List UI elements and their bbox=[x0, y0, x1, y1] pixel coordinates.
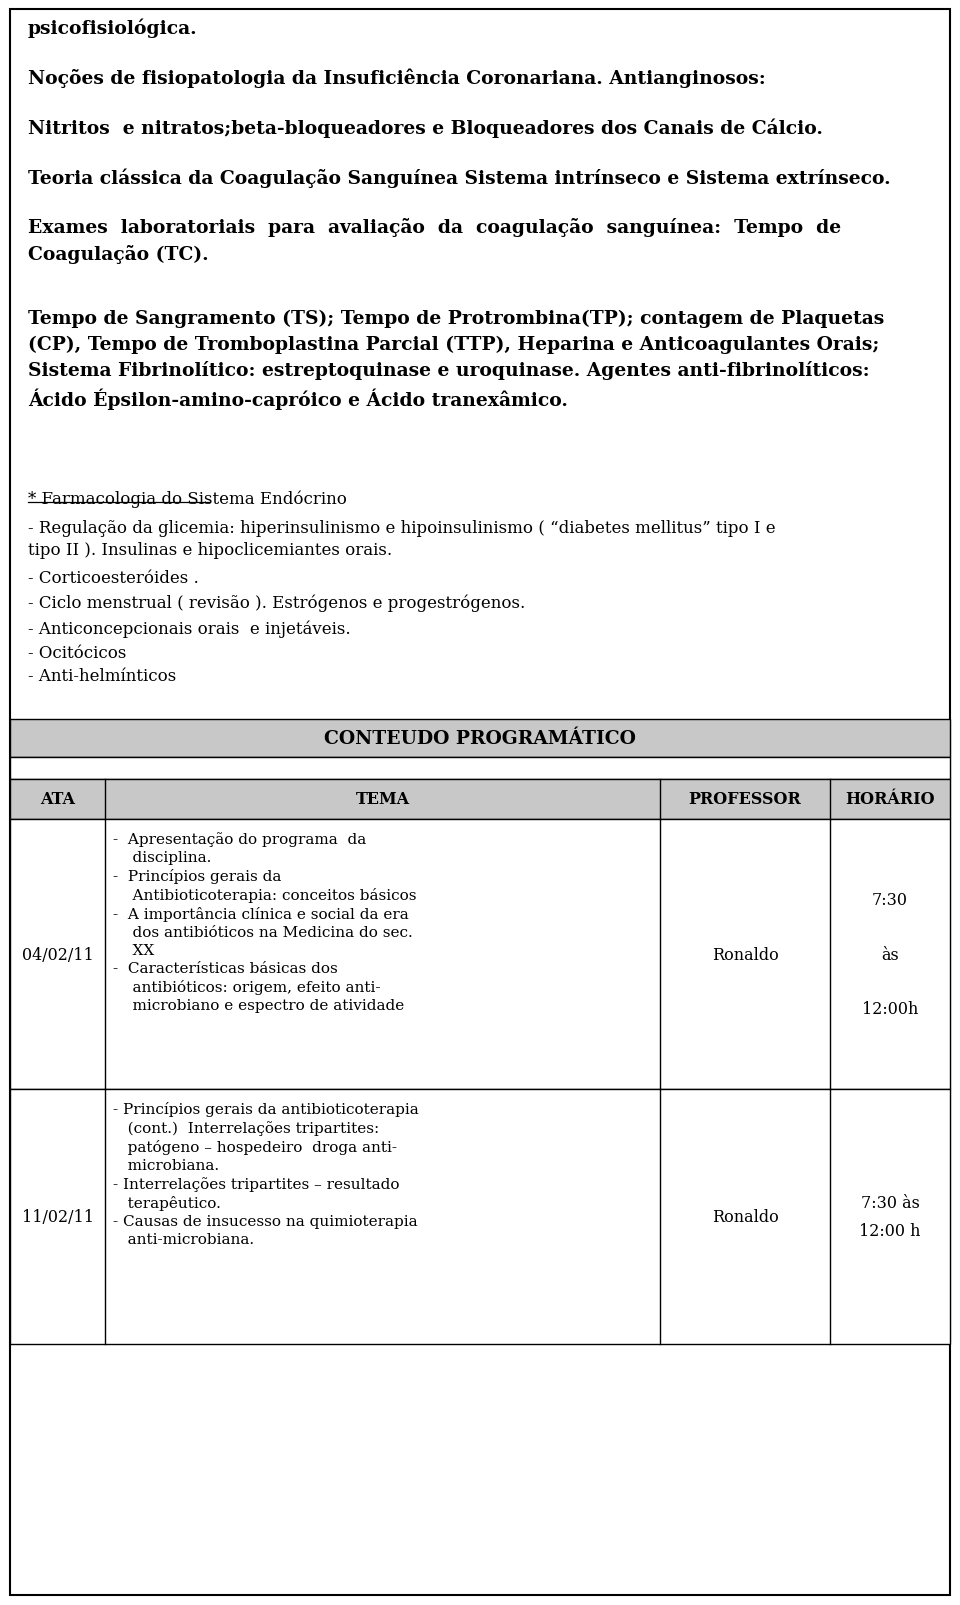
Text: - Princípios gerais da antibioticoterapia
   (cont.)  Interrelações tripartites:: - Princípios gerais da antibioticoterapi… bbox=[113, 1101, 419, 1245]
Bar bbox=[10, 1090, 950, 1343]
Text: Nitritos  e nitratos;beta-bloqueadores e Bloqueadores dos Canais de Cálcio.: Nitritos e nitratos;beta-bloqueadores e … bbox=[28, 117, 823, 138]
Text: PROFESSOR: PROFESSOR bbox=[688, 791, 802, 807]
Text: -  Apresentação do programa  da
    disciplina.
-  Princípios gerais da
    Anti: - Apresentação do programa da disciplina… bbox=[113, 831, 417, 1013]
Text: Noções de fisiopatologia da Insuficiência Coronariana. Antianginosos:: Noções de fisiopatologia da Insuficiênci… bbox=[28, 67, 766, 87]
Text: TEMA: TEMA bbox=[355, 791, 410, 807]
Text: - Anti-helmínticos: - Anti-helmínticos bbox=[28, 668, 177, 685]
Text: Ronaldo: Ronaldo bbox=[711, 945, 779, 963]
Text: Tempo de Sangramento (TS); Tempo de Protrombina(TP); contagem de Plaquetas
(CP),: Tempo de Sangramento (TS); Tempo de Prot… bbox=[28, 310, 884, 411]
Text: psicofisiológica.: psicofisiológica. bbox=[28, 18, 198, 37]
Text: - Ciclo menstrual ( revisão ). Estrógenos e progestrógenos.: - Ciclo menstrual ( revisão ). Estrógeno… bbox=[28, 594, 525, 612]
Text: 04/02/11: 04/02/11 bbox=[22, 945, 93, 963]
Text: - Ocitócicos: - Ocitócicos bbox=[28, 645, 127, 661]
Text: - Corticoesteróides .: - Corticoesteróides . bbox=[28, 570, 199, 587]
Text: * Farmacologia do Sistema Endócrino: * Farmacologia do Sistema Endócrino bbox=[28, 490, 347, 507]
Bar bbox=[10, 758, 950, 780]
Text: - Regulação da glicemia: hiperinsulinismo e hipoinsulinismo ( “diabetes mellitus: - Regulação da glicemia: hiperinsulinism… bbox=[28, 520, 776, 559]
Text: CONTEUDO PROGRAMÁTICO: CONTEUDO PROGRAMÁTICO bbox=[324, 730, 636, 748]
Bar bbox=[10, 719, 950, 758]
Text: 11/02/11: 11/02/11 bbox=[21, 1209, 93, 1225]
Text: Ronaldo: Ronaldo bbox=[711, 1209, 779, 1225]
Text: HORÁRIO: HORÁRIO bbox=[845, 791, 935, 807]
Text: Teoria clássica da Coagulação Sanguínea Sistema intrínseco e Sistema extrínseco.: Teoria clássica da Coagulação Sanguínea … bbox=[28, 169, 891, 188]
Text: 7:30 às
12:00 h: 7:30 às 12:00 h bbox=[859, 1194, 921, 1239]
Text: 7:30

às

12:00h: 7:30 às 12:00h bbox=[862, 891, 918, 1018]
Text: Exames  laboratoriais  para  avaliação  da  coagulação  sanguínea:  Tempo  de
Co: Exames laboratoriais para avaliação da c… bbox=[28, 218, 841, 263]
Bar bbox=[10, 780, 950, 820]
Text: - Anticoncepcionais orais  e injetáveis.: - Anticoncepcionais orais e injetáveis. bbox=[28, 620, 350, 637]
Bar bbox=[10, 820, 950, 1090]
Text: ATA: ATA bbox=[40, 791, 75, 807]
